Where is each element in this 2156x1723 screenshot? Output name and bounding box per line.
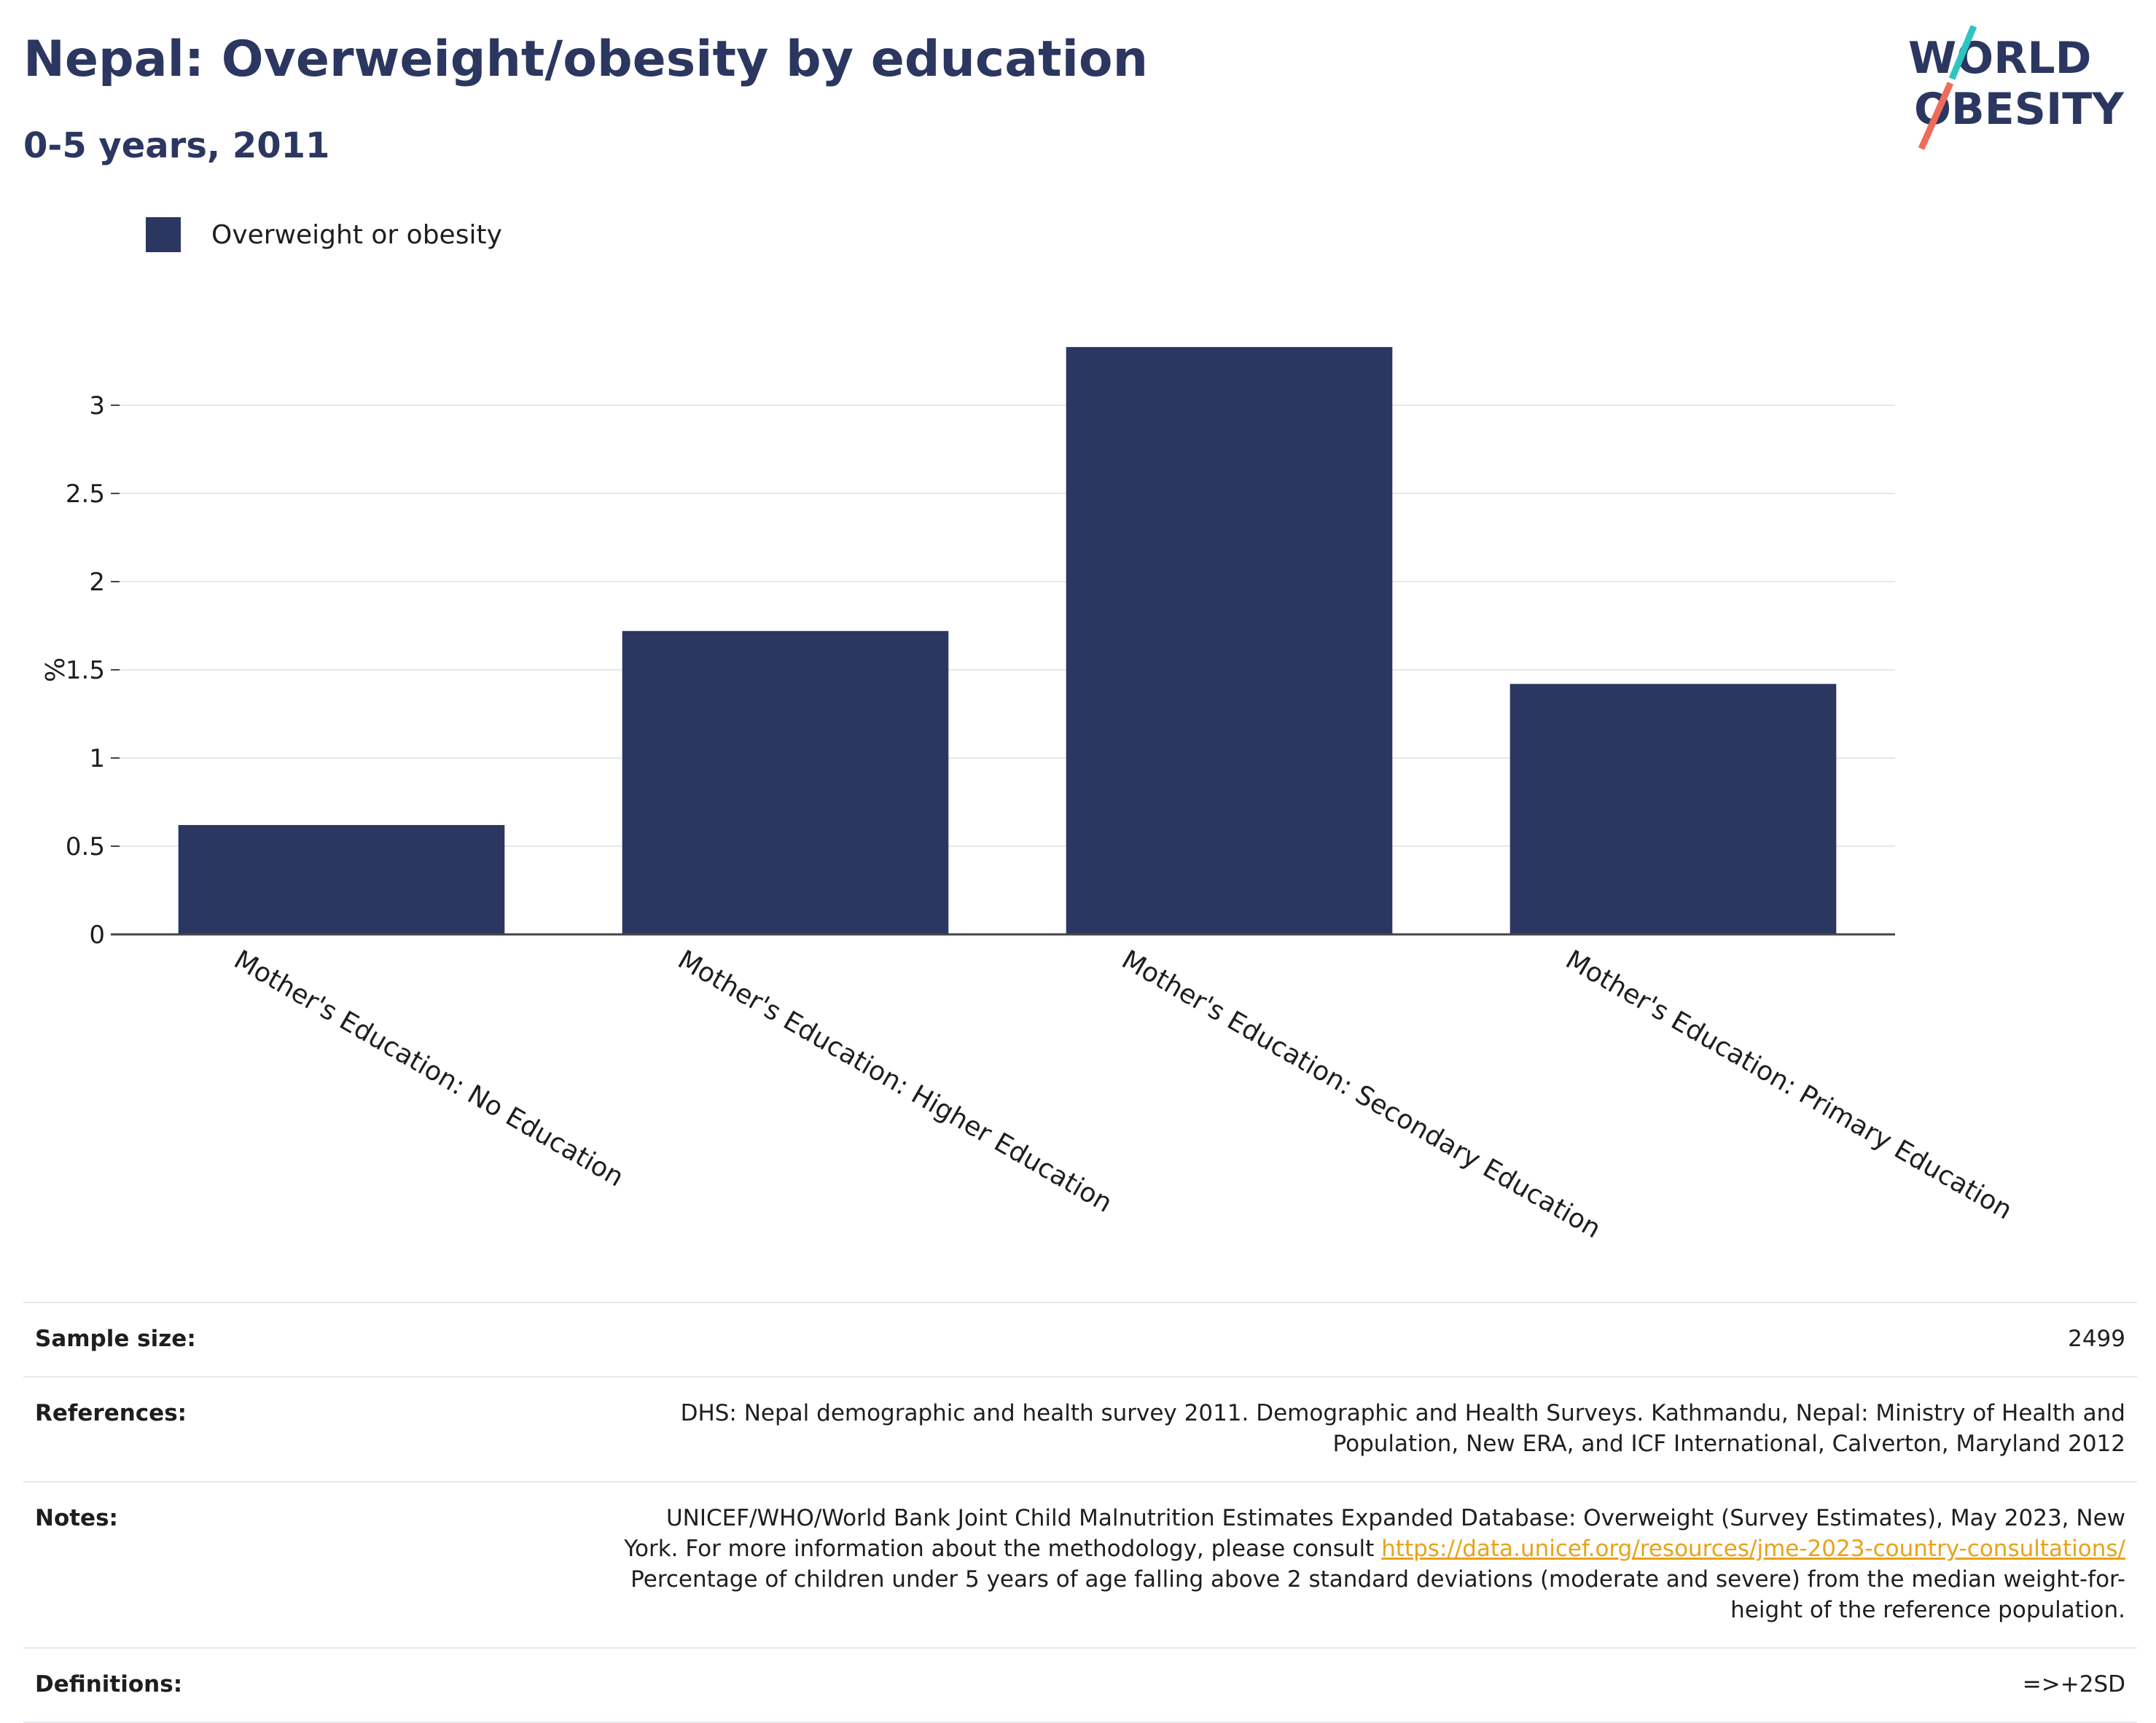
notes-text-cont: Percentage of children under 5 years of …: [630, 1566, 2125, 1623]
y-tick-label: 1: [89, 744, 105, 773]
legend-label: Overweight or obesity: [211, 219, 502, 250]
y-axis-label: %: [39, 657, 69, 682]
world-obesity-logo: WORLD OBESITY: [1908, 25, 2125, 150]
chart-legend[interactable]: Overweight or obesity: [146, 217, 502, 252]
definitions-label: Definitions:: [35, 1671, 183, 1697]
legend-swatch: [146, 217, 181, 252]
x-tick-label: Mother's Education: No Education: [229, 945, 628, 1192]
chart-subtitle: 0-5 years, 2011: [23, 125, 330, 166]
sample-size-value: 2499: [2068, 1326, 2125, 1352]
x-tick-label: Mother's Education: Higher Education: [673, 945, 1117, 1219]
notes-text: UNICEF/WHO/World Bank Joint Child Malnut…: [624, 1505, 2125, 1562]
references-label: References:: [35, 1400, 187, 1426]
y-tick-label: 2: [89, 568, 105, 597]
sample-size-label: Sample size:: [35, 1326, 196, 1352]
logo-slash-coral: [1918, 82, 1954, 150]
bar: [178, 824, 505, 934]
y-tick-label: 3: [89, 391, 105, 421]
bar: [622, 630, 949, 934]
bar: [1509, 684, 1837, 934]
definitions-value: =>+2SD: [2022, 1671, 2125, 1697]
bar-chart: 0 0.5 1 1.5 2 2.5 3 Mother's Education: No Edu…: [39, 347, 2017, 1244]
x-tick-label: Mother's Education: Secondary Education: [1117, 945, 1606, 1244]
chart-title: Nepal: Overweight/obesity by education: [23, 31, 1149, 88]
methodology-link[interactable]: https://data.unicef.org/resources/jme-20…: [1381, 1536, 2125, 1562]
logo-line-world: WORLD: [1908, 33, 2091, 84]
y-tick-label: 1.5: [66, 656, 105, 685]
info-table: Sample size: 2499 References: DHS: Nepal…: [23, 1302, 2137, 1723]
bar: [1066, 347, 1393, 934]
sample-size-row: Sample size: 2499: [23, 1302, 2137, 1376]
notes-label: Notes:: [35, 1505, 118, 1531]
x-tick-label: Mother's Education: Primary Education: [1561, 945, 2017, 1225]
y-tick-label: 0.5: [66, 832, 105, 862]
definitions-row: Definitions: =>+2SD: [23, 1647, 2137, 1723]
references-value: DHS: Nepal demographic and health survey…: [680, 1400, 2125, 1457]
y-tick-label: 2.5: [66, 480, 105, 509]
notes-row: Notes: UNICEF/WHO/World Bank Joint Child…: [23, 1481, 2137, 1647]
notes-value: UNICEF/WHO/World Bank Joint Child Malnut…: [609, 1503, 2125, 1625]
references-row: References: DHS: Nepal demographic and h…: [23, 1376, 2137, 1481]
y-tick-label: 0: [89, 921, 105, 950]
logo-slash-teal: [1948, 25, 1977, 80]
